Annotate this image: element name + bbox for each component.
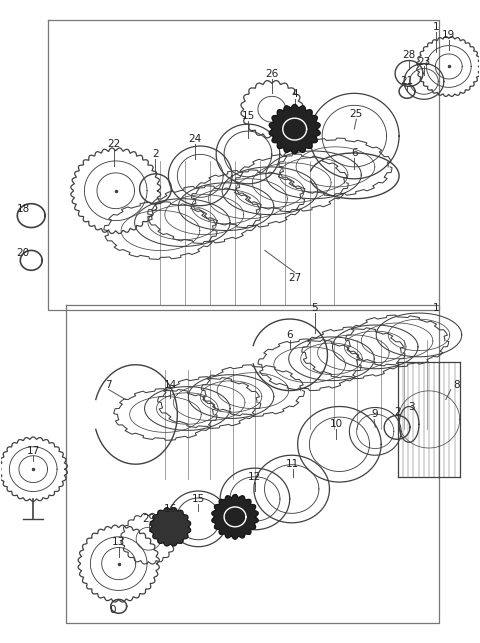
Text: 14: 14	[164, 379, 177, 390]
Text: 13: 13	[112, 537, 125, 547]
Text: 28: 28	[402, 50, 416, 60]
Text: 25: 25	[350, 109, 363, 119]
Text: 5: 5	[311, 303, 318, 313]
Text: 15: 15	[241, 111, 254, 121]
Text: 7: 7	[106, 379, 112, 390]
Text: 3: 3	[408, 403, 414, 413]
Text: 6: 6	[287, 330, 293, 340]
Text: 21: 21	[400, 77, 414, 86]
Text: 6: 6	[351, 148, 358, 158]
Text: 1: 1	[432, 22, 439, 32]
Text: 2: 2	[152, 149, 159, 159]
Text: 26: 26	[265, 69, 278, 80]
Text: 8: 8	[454, 379, 460, 390]
Text: 17: 17	[26, 446, 40, 457]
Polygon shape	[150, 508, 191, 546]
Polygon shape	[212, 494, 258, 539]
Text: 23: 23	[417, 57, 431, 66]
Text: 29: 29	[142, 514, 155, 524]
Text: 24: 24	[189, 134, 202, 144]
Text: 20: 20	[17, 248, 30, 258]
Text: 12: 12	[248, 472, 262, 482]
Text: 16: 16	[164, 504, 177, 514]
Text: 4: 4	[291, 89, 298, 99]
Text: 22: 22	[107, 139, 120, 149]
Text: 27: 27	[288, 273, 301, 284]
Text: 18: 18	[17, 204, 30, 213]
Text: 19: 19	[442, 30, 456, 40]
Text: 1: 1	[432, 303, 439, 313]
Text: 9: 9	[371, 410, 378, 419]
Text: 15: 15	[192, 494, 205, 504]
Text: 10: 10	[330, 419, 343, 430]
Text: 11: 11	[286, 459, 300, 469]
Text: 4: 4	[232, 494, 239, 504]
Text: 0: 0	[109, 605, 116, 615]
Polygon shape	[269, 105, 320, 154]
Text: 2: 2	[394, 408, 400, 417]
